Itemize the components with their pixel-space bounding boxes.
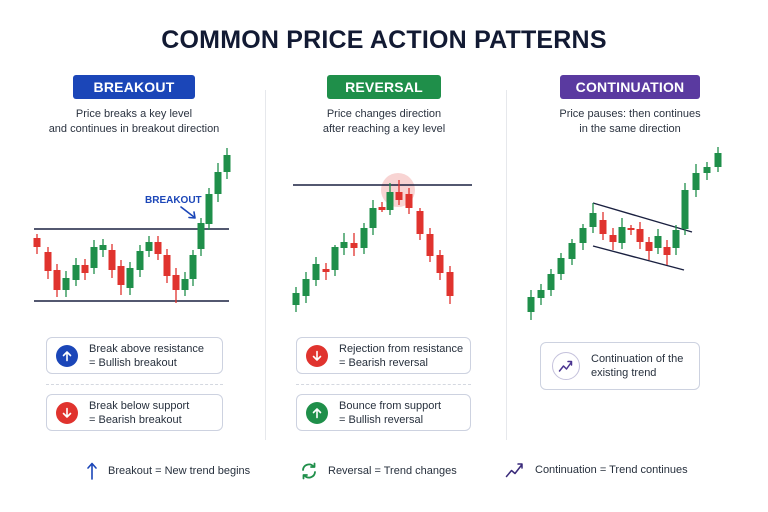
desc-line: Price pauses: then continues [559, 108, 701, 120]
dashed-separator [46, 384, 223, 385]
legend-label: Continuation = Trend continues [535, 464, 688, 476]
card-line: existing trend [591, 367, 657, 379]
card-line: = Bearish reversal [339, 356, 428, 369]
legend-label: Reversal = Trend changes [328, 465, 457, 477]
desc-line: Price changes direction [326, 108, 442, 120]
trend-up-icon [505, 463, 523, 478]
breakout-arrow [180, 206, 195, 218]
continuation-column: CONTINUATION Price pauses: then continue… [510, 72, 750, 442]
card-line: Continuation of the [591, 353, 684, 365]
continuation-description: Price pauses: then continues in the same… [510, 107, 750, 137]
desc-line: after reaching a key level [322, 123, 446, 135]
legend-reversal: Reversal = Trend changes [300, 462, 457, 480]
bearish-breakout-card: Break below support = Bearish breakout [46, 394, 223, 431]
arrow-up-icon [56, 344, 78, 367]
reversal-badge: REVERSAL [327, 75, 441, 99]
legend-continuation: Continuation = Trend continues [505, 462, 688, 478]
arrow-up-icon [87, 462, 97, 480]
bearish-reversal-card: Rejection from resistance = Bearish reve… [296, 337, 471, 374]
dashed-separator [296, 384, 471, 385]
card-line: Bounce from support [339, 399, 442, 412]
desc-line: and continues in breakout direction [48, 123, 220, 135]
card-line: Rejection from resistance [339, 342, 464, 355]
column-divider [506, 90, 507, 440]
refresh-icon [302, 462, 316, 480]
breakout-column: BREAKOUT Price breaks a key level and co… [14, 72, 254, 442]
channel-line [592, 245, 685, 271]
breakout-badge: BREAKOUT [73, 75, 195, 99]
card-line: = Bearish breakout [89, 413, 182, 426]
bullish-reversal-card: Bounce from support = Bullish reversal [296, 394, 471, 431]
arrow-down-icon [306, 344, 328, 367]
legend-breakout: Breakout = New trend begins [86, 462, 250, 480]
reversal-column: REVERSAL Price changes direction after r… [264, 72, 504, 442]
reversal-description: Price changes direction after reaching a… [264, 107, 504, 137]
page-title: COMMON PRICE ACTION PATTERNS [161, 26, 607, 54]
bullish-breakout-card: Break above resistance = Bullish breakou… [46, 337, 223, 374]
trend-up-icon [552, 352, 580, 380]
continuation-badge: CONTINUATION [560, 75, 700, 99]
continuation-card: Continuation of the existing trend [540, 342, 700, 390]
card-line: = Bullish reversal [339, 413, 424, 426]
arrow-down-icon [56, 401, 78, 424]
legend-label: Breakout = New trend begins [108, 465, 251, 477]
arrow-up-icon [306, 401, 328, 424]
card-line: Break above resistance [89, 342, 204, 355]
desc-line: in the same direction [579, 123, 681, 135]
breakout-description: Price breaks a key level and continues i… [14, 107, 254, 137]
card-line: = Bullish breakout [89, 356, 177, 369]
card-line: Break below support [89, 399, 190, 412]
column-divider [265, 90, 266, 440]
desc-line: Price breaks a key level [75, 108, 193, 120]
breakout-annotation: BREAKOUT [145, 195, 202, 206]
